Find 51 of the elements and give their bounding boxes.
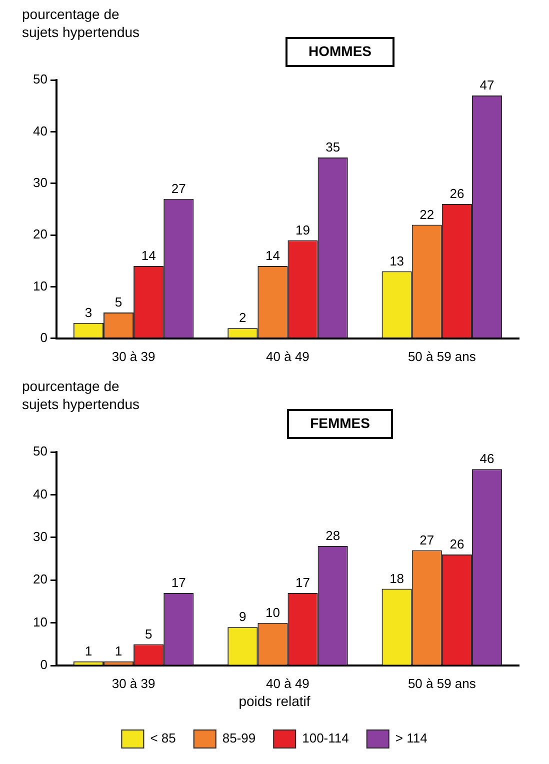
y-tick-label: 40 [32, 486, 48, 502]
data-label: 14 [265, 248, 280, 264]
data-label: 19 [296, 222, 310, 238]
data-label: 47 [480, 78, 494, 93]
data-label: 35 [326, 140, 340, 155]
legend-label: > 114 [395, 730, 428, 746]
x-tick-label: 50 à 59 ans [408, 348, 476, 364]
data-label: 1 [84, 643, 92, 658]
data-label: 22 [420, 206, 434, 222]
data-label: 14 [141, 248, 156, 264]
x-tick-label: 30 à 39 [112, 676, 156, 691]
y-tick-label: 40 [32, 123, 48, 138]
x-tick-label: 50 à 59 ans [408, 676, 476, 691]
legend-label: 100-114 [302, 730, 349, 746]
data-label: 10 [265, 604, 280, 620]
legend-label: 85-99 [222, 730, 256, 746]
y-axis-title: pourcentage de sujets hypertendus [22, 378, 140, 412]
y-tick-label: 50 [32, 72, 48, 87]
data-label: 28 [326, 528, 340, 544]
data-label: 27 [171, 180, 186, 196]
data-label: 5 [114, 294, 122, 310]
y-tick-label: 20 [32, 572, 48, 587]
y-tick-label: 50 [32, 444, 48, 459]
legend-label: < 85 [150, 730, 176, 746]
x-tick-label: 30 à 39 [112, 348, 156, 364]
data-label: 26 [450, 536, 464, 552]
chart-title: HOMMES [308, 42, 372, 59]
data-label: 5 [144, 626, 152, 642]
y-tick-label: 20 [32, 226, 48, 242]
data-label: 1 [114, 643, 122, 658]
data-label: 46 [480, 451, 494, 466]
y-tick-label: 30 [32, 529, 48, 544]
data-label: 26 [450, 186, 464, 202]
x-tick-label: 40 à 49 [266, 676, 310, 691]
data-label: 3 [84, 304, 92, 320]
y-tick-label: 10 [32, 278, 48, 294]
legend-title: poids relatif [238, 693, 310, 710]
data-label: 17 [296, 575, 310, 590]
data-label: 27 [420, 532, 434, 548]
data-label: 18 [390, 570, 404, 586]
data-label: 9 [239, 609, 246, 624]
chart-title: FEMMES [310, 414, 370, 431]
data-label: 13 [390, 253, 404, 268]
y-tick-label: 10 [32, 614, 48, 630]
data-label: 2 [239, 310, 246, 326]
y-tick-label: 0 [40, 657, 48, 672]
y-axis-title: pourcentage de sujets hypertendus [22, 6, 140, 40]
data-label: 17 [171, 575, 186, 590]
y-tick-label: 30 [32, 174, 48, 190]
x-tick-label: 40 à 49 [266, 348, 310, 364]
y-tick-label: 0 [40, 330, 48, 345]
